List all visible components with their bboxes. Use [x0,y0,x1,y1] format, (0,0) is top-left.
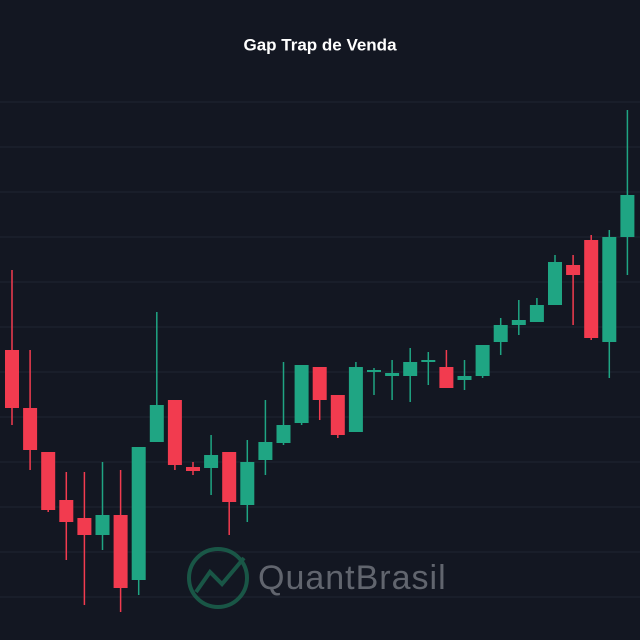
candle-body [113,515,128,588]
candle-body [204,455,219,468]
candle-body [167,400,182,465]
watermark-logo [187,547,249,609]
candle-body [602,237,617,342]
candle-body [312,367,327,400]
candle-body [149,405,164,442]
candle-body [95,515,110,535]
candle-body [276,425,291,443]
candle-body [5,350,19,408]
candle-body [258,442,273,460]
candle-body [294,365,309,423]
candle-body [421,360,436,362]
watermark-text: QuantBrasil [258,559,447,597]
candle-body [403,362,418,376]
candle-body [584,240,599,338]
candle-body [475,345,490,376]
candle-body [620,195,635,237]
candle-body [548,262,562,305]
chart-title: Gap Trap de Venda [243,35,397,54]
watermark: QuantBrasil [187,547,447,609]
candle-body [529,305,544,322]
candle-body [186,467,200,471]
candle-body [222,452,237,502]
candle-body [41,452,56,510]
candle-body [367,370,381,372]
candle-body [77,518,92,535]
candle-body [348,367,363,432]
candle-body [457,376,472,380]
candle-body [59,500,74,522]
candle-body [439,367,454,388]
candle-body [385,373,400,376]
candles [5,110,635,612]
candle-body [23,408,38,450]
candle-body [240,462,255,505]
candle-body [131,447,146,580]
candle-body [566,265,581,275]
watermark-logo-arrow [194,556,246,594]
candle-body [330,395,345,435]
grid [0,101,640,598]
candle-body [511,320,526,325]
candle-body [493,325,508,342]
